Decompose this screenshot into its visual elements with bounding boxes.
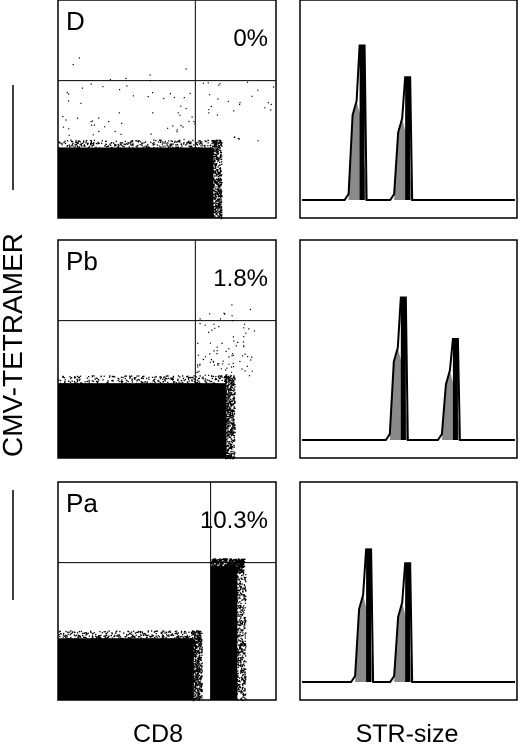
population-edge-points <box>58 630 203 702</box>
percent-label: 1.8% <box>213 265 268 292</box>
x-axis-label-str-size: STR-size <box>356 720 459 746</box>
percent-label: 0% <box>233 25 268 52</box>
scatter-points <box>58 558 247 702</box>
scatter-frame <box>57 0 277 219</box>
peak-bar <box>366 549 372 682</box>
peak-bar <box>405 563 411 682</box>
population-edge-points <box>58 375 236 460</box>
str-histogram-3 <box>299 481 518 701</box>
str-trace <box>302 44 515 201</box>
str-trace <box>302 548 515 683</box>
dense-population <box>210 566 238 700</box>
sparse-population <box>196 304 256 377</box>
dense-population <box>58 383 227 458</box>
peak-bar <box>405 77 411 200</box>
panel-label: Pb <box>66 246 98 276</box>
dense-population <box>58 638 194 700</box>
percent-label: 10.3% <box>200 507 268 534</box>
scatter-points <box>58 304 256 460</box>
panel-label: D <box>66 6 85 36</box>
scatter-frame <box>57 481 277 701</box>
population-edge-points <box>210 558 247 701</box>
scatter-panel-d: D 0% <box>57 0 277 220</box>
peak-bar <box>400 297 406 440</box>
panel-label: Pa <box>66 488 98 518</box>
scatter-panels: D 0% Pb 1.8% Pa 10.3% <box>57 0 277 702</box>
y-axis-label: CMV-TETRAMER <box>0 233 28 457</box>
scatter-panel-pb: Pb 1.8% <box>57 239 277 460</box>
str-histogram-2 <box>299 239 518 459</box>
scatter-panel-pa: Pa 10.3% <box>57 481 277 702</box>
sparse-population <box>62 57 275 143</box>
dense-population <box>58 147 214 218</box>
str-histogram-1 <box>299 0 518 219</box>
scatter-points <box>58 57 275 220</box>
str-trace <box>302 296 515 441</box>
peak-bar <box>452 339 458 440</box>
population-edge-points <box>58 139 223 220</box>
x-axis-label-cd8: CD8 <box>133 720 183 746</box>
scatter-frame <box>57 239 277 459</box>
histogram-panels <box>299 0 518 701</box>
peak-bar <box>359 45 365 201</box>
